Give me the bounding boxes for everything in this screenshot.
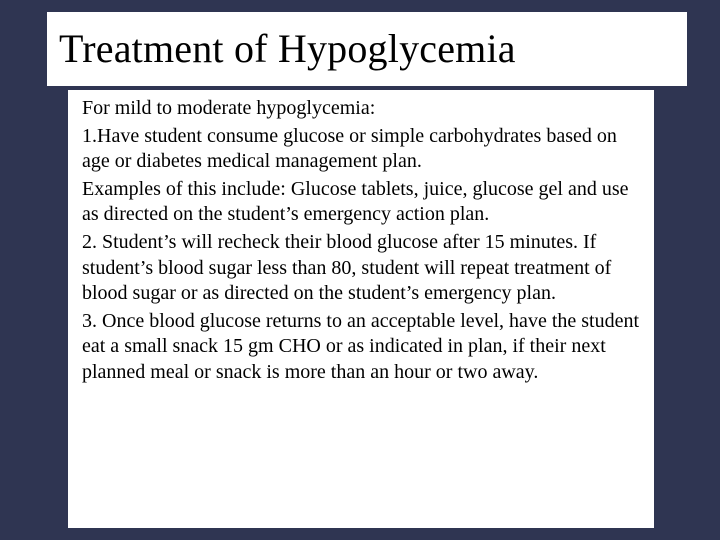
- body-paragraph: Examples of this include: Glucose tablet…: [82, 177, 640, 228]
- slide: Treatment of Hypoglycemia For mild to mo…: [0, 0, 720, 540]
- body-paragraph: For mild to moderate hypoglycemia:: [82, 96, 640, 122]
- body-box: For mild to moderate hypoglycemia: 1.Hav…: [68, 90, 654, 528]
- slide-title: Treatment of Hypoglycemia: [59, 28, 516, 70]
- body-paragraph: 1.Have student consume glucose or simple…: [82, 124, 640, 175]
- body-paragraph: 3. Once blood glucose returns to an acce…: [82, 309, 640, 386]
- title-box: Treatment of Hypoglycemia: [47, 12, 687, 86]
- body-paragraph: 2. Student’s will recheck their blood gl…: [82, 230, 640, 307]
